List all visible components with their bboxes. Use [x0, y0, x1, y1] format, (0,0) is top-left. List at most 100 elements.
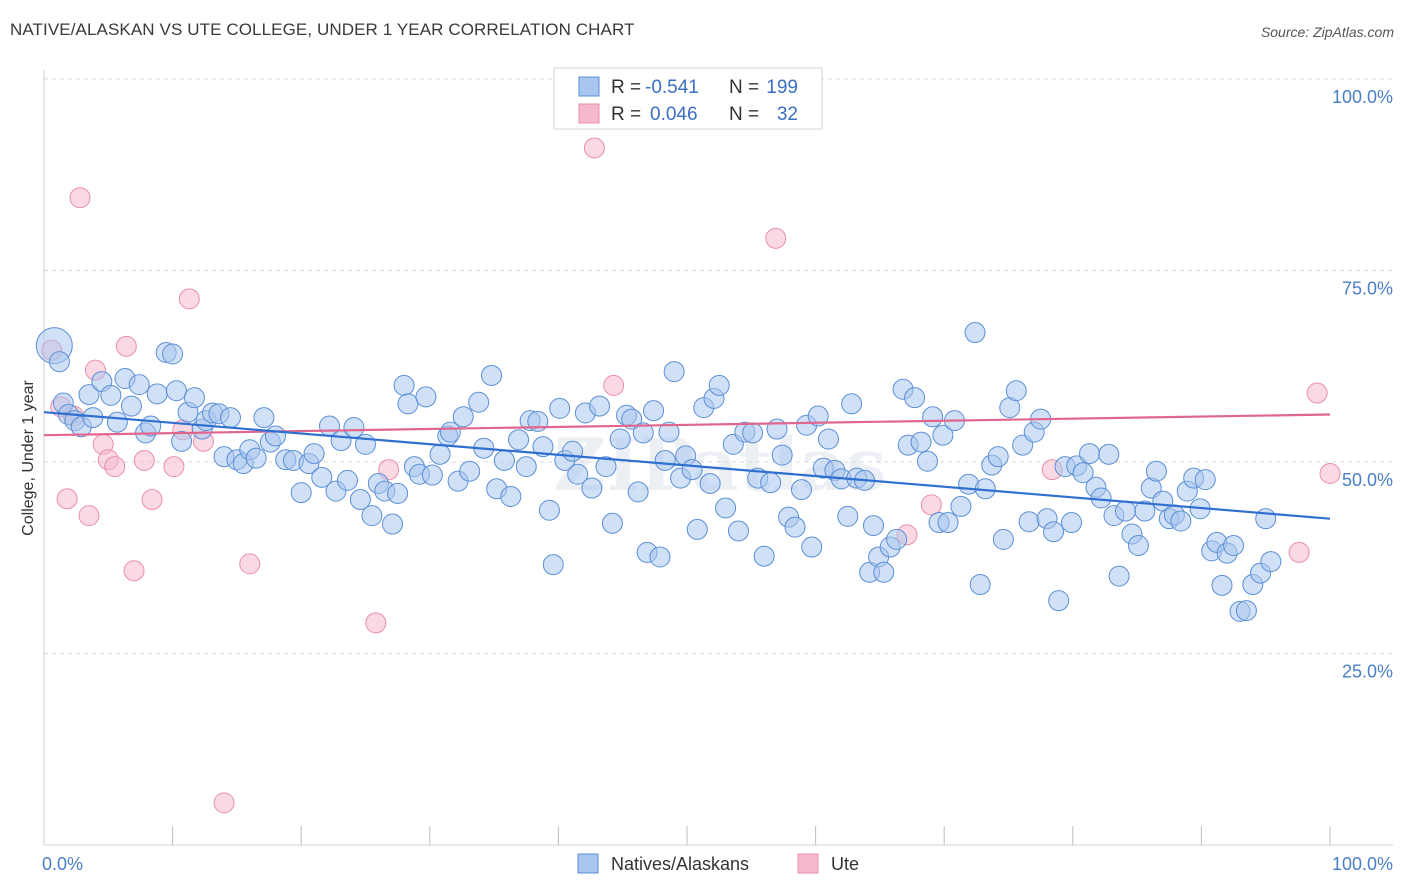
y-tick-label-100: 100.0% [1332, 87, 1393, 107]
native-point [1018, 511, 1040, 533]
native-point [987, 446, 1009, 468]
native-point [393, 374, 415, 396]
native-point [1079, 443, 1101, 465]
native-point [932, 424, 954, 446]
native-point [429, 443, 451, 465]
ute-point [920, 494, 942, 516]
native-point [532, 436, 554, 458]
native-point [790, 479, 812, 501]
native-point [916, 450, 938, 472]
stats-r-value-natives: -0.541 [645, 77, 699, 98]
native-point [128, 374, 150, 396]
native-point [837, 505, 859, 527]
native-point [421, 464, 443, 486]
native-point [538, 499, 560, 521]
native-point [1098, 443, 1120, 465]
native-point [658, 421, 680, 443]
native-point [336, 469, 358, 491]
native-point [643, 400, 665, 422]
native-point [649, 546, 671, 568]
stats-r-label-ute: R = [611, 104, 641, 125]
native-point [886, 528, 908, 550]
native-point [742, 422, 764, 444]
native-point [581, 477, 603, 499]
y-tick-labels: 25.0% 50.0% 75.0% 100.0% [1332, 87, 1393, 682]
native-point [253, 407, 275, 429]
natives-trend-line [43, 411, 1331, 520]
native-point [78, 384, 100, 406]
native-point [1090, 487, 1112, 509]
native-point [1223, 534, 1245, 556]
ute-point [178, 288, 200, 310]
stats-n-value-natives: 199 [766, 77, 798, 98]
x-tick-label-max: 100.0% [1332, 854, 1393, 874]
y-tick-label-25: 25.0% [1342, 662, 1393, 682]
native-point [621, 408, 643, 430]
native-point [397, 393, 419, 415]
native-point [349, 489, 371, 511]
trend-lines [43, 411, 1331, 520]
native-point [1043, 521, 1065, 543]
stats-legend: R = -0.541 N = 199 R = 0.046 N = 32 [553, 67, 823, 130]
native-point [1194, 469, 1216, 491]
native-point [663, 361, 685, 383]
native-point [542, 554, 564, 576]
ute-point [115, 335, 137, 357]
ute-point [104, 456, 126, 478]
native-point [699, 472, 721, 494]
legend-swatch-ute[interactable] [797, 853, 819, 874]
native-point [873, 561, 895, 583]
ute-point [583, 137, 605, 159]
native-point [162, 343, 184, 365]
series-legend: Natives/Alaskans Ute [577, 853, 859, 874]
native-point [727, 520, 749, 542]
native-point [508, 429, 530, 451]
native-point [219, 407, 241, 429]
ute-point [1306, 382, 1328, 404]
native-point [753, 545, 775, 567]
native-point [1260, 551, 1282, 573]
native-point [841, 393, 863, 415]
native-point [1061, 512, 1083, 534]
ute-point [163, 456, 185, 478]
ute-point [603, 374, 625, 396]
native-point [382, 513, 404, 535]
native-point [311, 466, 333, 488]
ute-point [141, 489, 163, 511]
native-point [1005, 380, 1027, 402]
native-point [1235, 600, 1257, 622]
native-point [387, 482, 409, 504]
native-point [493, 449, 515, 471]
native-point [183, 387, 205, 409]
native-point [1108, 565, 1130, 587]
ute-point [213, 792, 235, 814]
native-point [922, 406, 944, 428]
native-point [100, 384, 122, 406]
native-point [627, 481, 649, 503]
stats-r-value-ute: 0.046 [650, 104, 698, 125]
legend-label-ute[interactable]: Ute [831, 854, 859, 874]
ute-point [69, 187, 91, 209]
native-point [1048, 590, 1070, 612]
native-point [439, 421, 461, 443]
chart-title: NATIVE/ALASKAN VS UTE COLLEGE, UNDER 1 Y… [10, 20, 635, 39]
native-point [904, 387, 926, 409]
stats-n-label-ute: N = [729, 104, 759, 125]
ute-point [1319, 462, 1341, 484]
native-point [654, 449, 676, 471]
native-point [48, 351, 70, 373]
native-point [106, 411, 128, 433]
native-point [708, 374, 730, 396]
native-point [146, 383, 168, 405]
native-point [1134, 500, 1156, 522]
native-point [686, 518, 708, 540]
native-point [992, 528, 1014, 550]
ute-point [239, 553, 261, 575]
native-point [964, 322, 986, 344]
legend-swatch-natives[interactable] [577, 853, 599, 874]
legend-label-natives[interactable]: Natives/Alaskans [611, 854, 749, 874]
native-point [165, 380, 187, 402]
stats-swatch-natives [578, 76, 600, 97]
native-point [120, 395, 142, 417]
